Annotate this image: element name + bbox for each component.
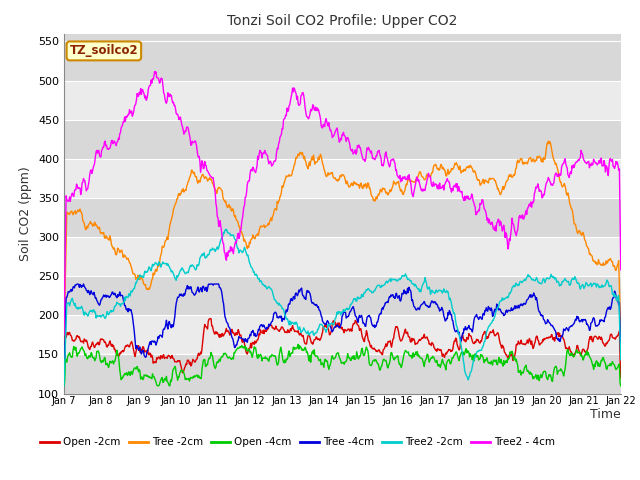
Bar xyxy=(64,41,621,81)
Bar xyxy=(64,159,621,198)
Y-axis label: Soil CO2 (ppm): Soil CO2 (ppm) xyxy=(19,166,33,261)
Bar xyxy=(64,315,621,354)
Bar xyxy=(64,81,621,120)
Bar xyxy=(64,198,621,237)
X-axis label: Time: Time xyxy=(590,408,621,421)
Legend: Open -2cm, Tree -2cm, Open -4cm, Tree -4cm, Tree2 -2cm, Tree2 - 4cm: Open -2cm, Tree -2cm, Open -4cm, Tree -4… xyxy=(36,433,559,451)
Text: TZ_soilco2: TZ_soilco2 xyxy=(70,44,138,58)
Bar xyxy=(64,276,621,315)
Bar xyxy=(64,237,621,276)
Title: Tonzi Soil CO2 Profile: Upper CO2: Tonzi Soil CO2 Profile: Upper CO2 xyxy=(227,14,458,28)
Bar xyxy=(64,120,621,159)
Bar xyxy=(64,354,621,394)
